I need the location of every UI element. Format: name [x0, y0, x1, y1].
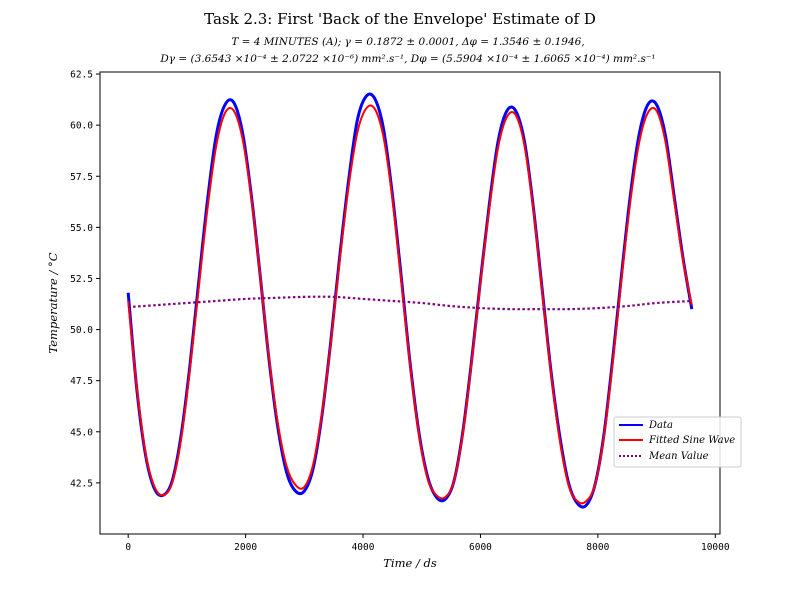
series-layer: [126, 92, 694, 509]
legend-label-fitted-sine: Fitted Sine Wave: [648, 435, 735, 446]
series-line-fitted-sine: [127, 104, 693, 505]
legend-box: [613, 416, 742, 468]
y-tick-label: 62.5: [70, 70, 93, 81]
plot-frame: [99, 71, 721, 535]
x-tick-label: 6000: [469, 542, 492, 553]
legend: Data Fitted Sine Wave Mean Value: [613, 416, 742, 468]
y-tick-label: 60.0: [70, 121, 93, 132]
y-tick-label: 55.0: [70, 223, 93, 234]
y-axis: 42.5 45.0 47.5 50.0 52.5 55.0 57.5 60.0 62.5: [70, 70, 100, 489]
y-tick-label: 42.5: [70, 478, 93, 489]
y-tick-label: 50.0: [70, 325, 93, 336]
series-line-mean-value: [128, 295, 692, 311]
x-tick-label: 0: [125, 542, 131, 553]
chart-subtitle-line2: Dγ = (3.6543 ×10⁻⁴ ± 2.0722 ×10⁻⁶) mm².s…: [159, 53, 655, 65]
x-tick-label: 8000: [586, 542, 609, 553]
legend-label-mean-value: Mean Value: [648, 451, 709, 462]
x-tick-label: 4000: [352, 542, 375, 553]
y-tick-label: 45.0: [70, 427, 93, 438]
y-tick-label: 47.5: [70, 376, 93, 387]
y-axis-label: Temperature / °C: [46, 252, 60, 353]
y-tick-label: 57.5: [70, 172, 93, 183]
x-tick-label: 2000: [234, 542, 257, 553]
y-tick-label: 52.5: [70, 274, 93, 285]
x-tick-label: 10000: [701, 542, 730, 553]
legend-label-data: Data: [648, 420, 673, 431]
chart-title: Task 2.3: First 'Back of the Envelope' E…: [204, 10, 596, 28]
x-axis: 0 2000 4000 6000 8000 10000: [125, 534, 730, 553]
chart-subtitle-line1: T = 4 MINUTES (A); γ = 0.1872 ± 0.0001, …: [231, 36, 584, 48]
x-axis-label: Time / ds: [383, 556, 437, 570]
